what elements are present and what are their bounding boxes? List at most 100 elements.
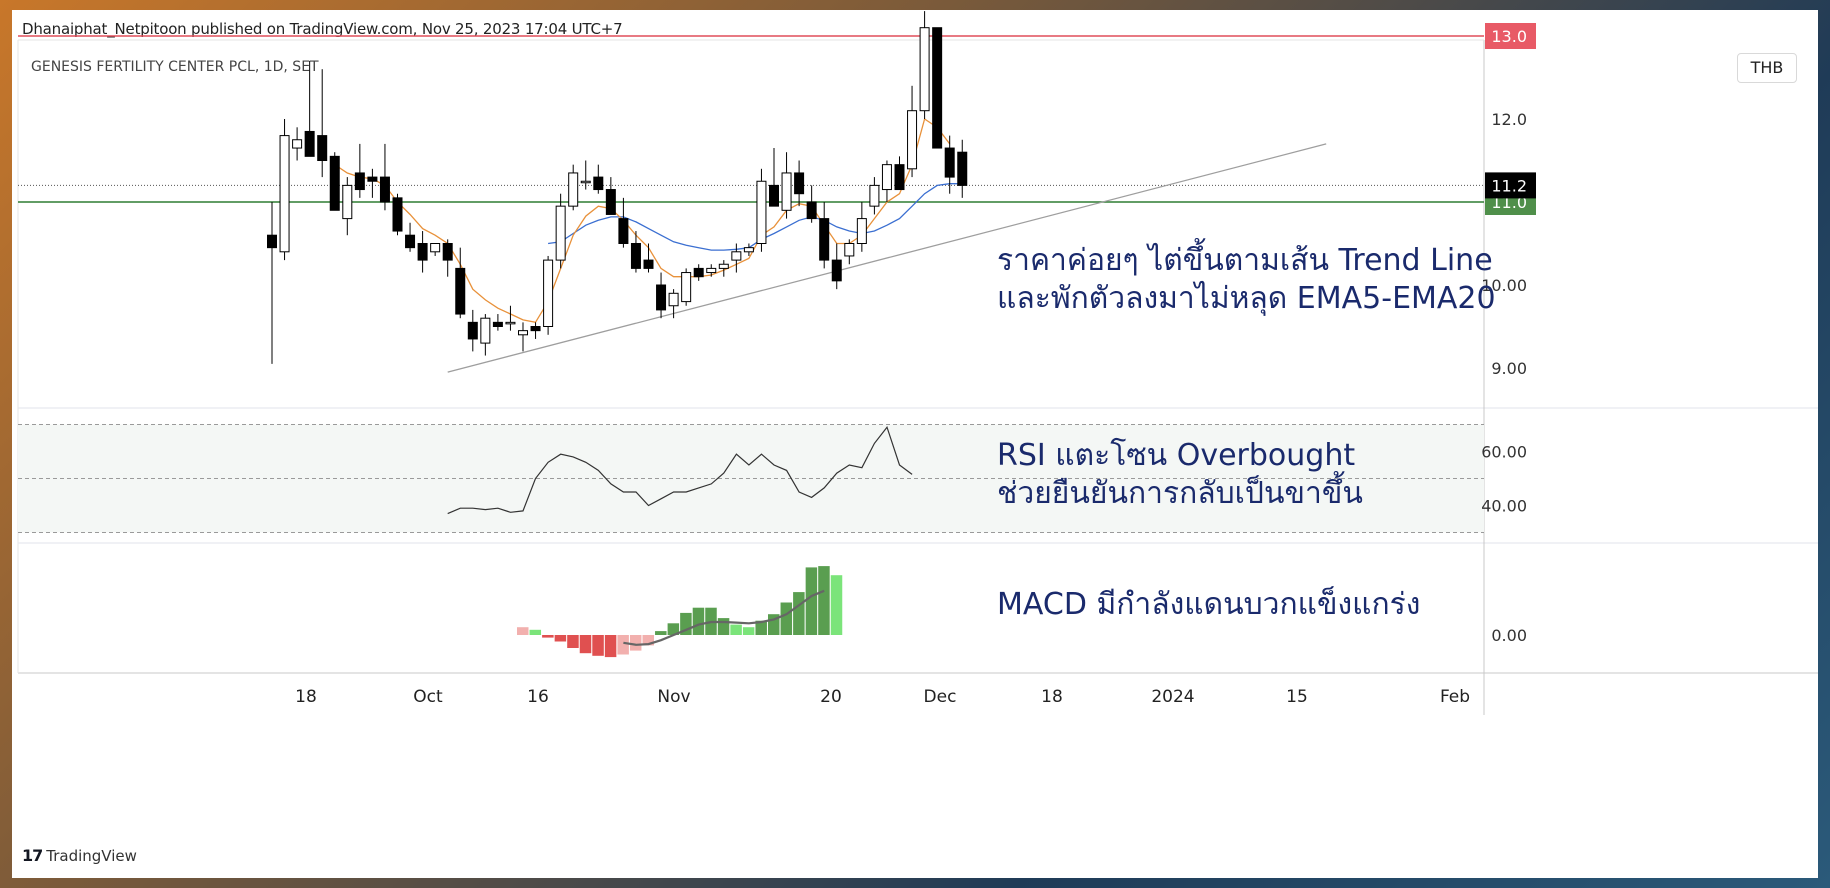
- candle-body-up: [718, 263, 729, 269]
- candle-body-down: [769, 184, 779, 207]
- price-annotation-line1: ราคาค่อยๆ ไต่ขึ้นตามเส้น Trend Line: [997, 243, 1493, 278]
- candle: [881, 160, 892, 202]
- candle: [618, 197, 629, 248]
- candle: [756, 168, 767, 252]
- macd-histogram-bar: [642, 635, 654, 646]
- candle-body-down: [894, 164, 905, 191]
- candle-body-up: [881, 164, 892, 191]
- candle: [455, 247, 466, 319]
- candle: [379, 143, 390, 211]
- candle: [467, 309, 478, 352]
- candle: [907, 85, 918, 178]
- candle: [894, 156, 905, 191]
- candle-body-down: [656, 284, 667, 311]
- candle: [292, 127, 303, 161]
- candle-body-up: [279, 135, 290, 253]
- candle: [743, 243, 754, 256]
- macd-histogram-bar: [529, 629, 542, 635]
- chart-card: Dhanaiphat_Netpitoon published on Tradin…: [12, 10, 1818, 878]
- macd-histogram-bar: [604, 635, 617, 658]
- candle: [844, 239, 855, 265]
- candle: [405, 222, 416, 252]
- rsi-tick-label: 60.00: [1481, 443, 1527, 462]
- rsi-line: [447, 425, 913, 515]
- candle: [856, 202, 867, 252]
- ema-slow-line: [548, 183, 963, 251]
- candle-body-down: [367, 176, 378, 182]
- resistance-price-label: 13.0: [1491, 27, 1527, 46]
- candle-body-down: [806, 201, 817, 220]
- rsi-annotation: RSI แตะโซน Overbought ช่วยยืนยันการกลับเ…: [997, 437, 1363, 513]
- candle: [769, 148, 779, 207]
- macd-histogram-bar: [717, 618, 730, 635]
- price-annotation-line2: และพักตัวลงมาไม่หลุด EMA5-EMA20: [997, 281, 1496, 316]
- candle-body-up: [543, 259, 554, 328]
- currency-selector[interactable]: THB: [1737, 53, 1797, 83]
- rsi-pane: [18, 424, 1484, 533]
- tradingview-logo[interactable]: 17 TradingView: [22, 846, 137, 865]
- resistance-price-label-bg: [1485, 23, 1536, 49]
- candle: [317, 69, 328, 178]
- last-price-label-bg: [1485, 172, 1536, 199]
- macd-histogram-bar: [579, 635, 592, 654]
- rsi-tick-label: 40.00: [1481, 497, 1527, 516]
- candle: [718, 260, 729, 277]
- candle-body-down: [354, 172, 365, 191]
- candle: [367, 168, 378, 198]
- candle-body-up: [743, 247, 754, 253]
- macd-histogram-bar: [667, 623, 680, 635]
- candle-body-down: [405, 234, 416, 249]
- candle-body-up: [555, 205, 566, 261]
- price-tick-label: 12.0: [1491, 110, 1527, 129]
- candle-body-down: [819, 218, 830, 261]
- candle: [518, 322, 528, 352]
- candle: [342, 177, 353, 236]
- price-tick-label: 9.00: [1491, 359, 1527, 378]
- candle: [819, 202, 830, 269]
- candle-body-down: [329, 155, 340, 211]
- candle-body-down: [492, 321, 503, 328]
- time-tick-label: 16: [527, 687, 549, 707]
- chart-canvas[interactable]: 9.0010.0011.011.212.013.060.0040.000.00 …: [12, 10, 1818, 878]
- macd-histogram-bar: [567, 635, 579, 648]
- macd-histogram-bar: [793, 592, 805, 635]
- candle: [869, 177, 880, 215]
- candle: [555, 193, 566, 269]
- candle-body-up: [430, 243, 441, 253]
- candle: [279, 119, 290, 261]
- macd-histogram-bar: [830, 575, 843, 635]
- candle-body-down: [392, 197, 403, 232]
- candle-body-down: [379, 176, 390, 203]
- macd-histogram-bar: [542, 635, 554, 638]
- candle-body-up: [856, 218, 867, 245]
- macd-histogram-bar: [730, 624, 742, 635]
- macd-histogram-bar: [805, 567, 818, 635]
- time-axis: 18 Oct 16 Nov 20 Dec 18 2024 15 Feb: [295, 687, 1470, 707]
- candle: [492, 314, 503, 331]
- pane-dividers: [17, 39, 1818, 715]
- candle-body-up: [292, 139, 303, 149]
- time-tick-label: 2024: [1151, 687, 1194, 707]
- macd-histogram-bar: [742, 627, 755, 635]
- candle-body-down: [417, 243, 428, 261]
- time-tick-label: 20: [820, 687, 842, 707]
- candle-body-down: [455, 267, 466, 315]
- candle-body-up: [919, 27, 930, 112]
- time-tick-label: 18: [1041, 687, 1063, 707]
- candle: [806, 185, 817, 223]
- candle-body-down: [957, 151, 968, 186]
- macd-histogram-bar: [780, 602, 793, 635]
- candle-body-down: [693, 267, 704, 278]
- candle-body-down: [442, 243, 453, 261]
- candle-body-down: [317, 135, 328, 161]
- candle-body-up: [907, 110, 918, 170]
- rsi-annotation-line1: RSI แตะโซน Overbought: [997, 438, 1356, 473]
- macd-histogram-bar: [554, 635, 567, 642]
- candle-body-up: [480, 317, 491, 344]
- candle-body-down: [618, 218, 629, 245]
- candle: [580, 160, 591, 190]
- candle: [442, 239, 453, 277]
- macd-pane: [517, 566, 843, 658]
- candle: [354, 143, 365, 198]
- candle: [794, 160, 805, 207]
